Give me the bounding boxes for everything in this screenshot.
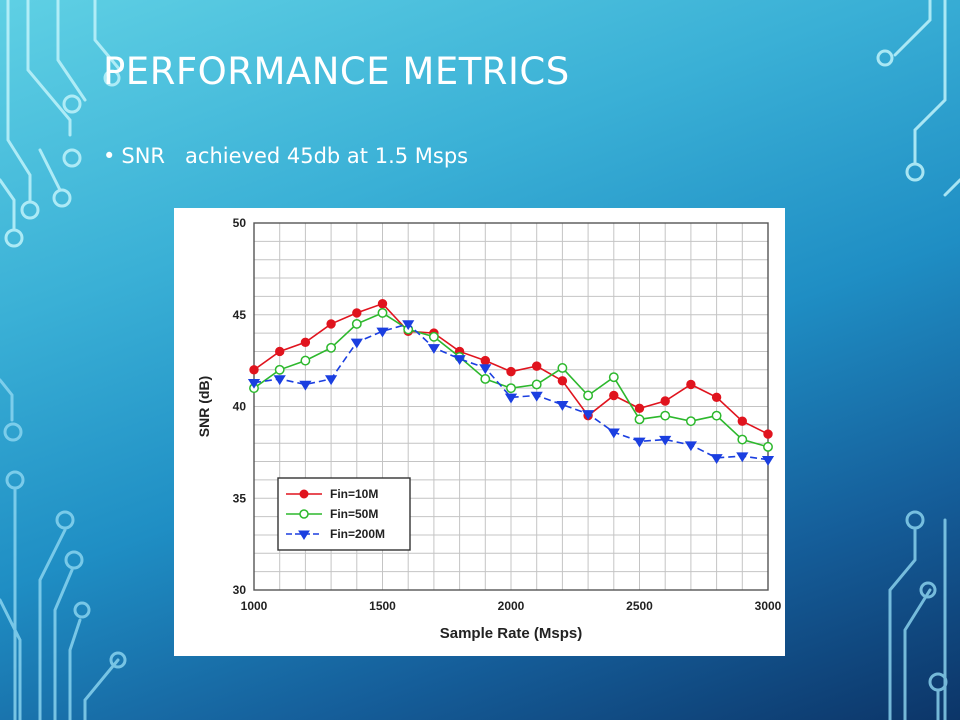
x-tick-label: 1500 bbox=[369, 599, 396, 613]
y-tick-label: 50 bbox=[233, 216, 247, 230]
data-point bbox=[325, 375, 338, 386]
data-point bbox=[249, 365, 259, 375]
x-tick-label: 2000 bbox=[498, 599, 525, 613]
bullet-text: SNR achieved 45db at 1.5 Msps bbox=[121, 144, 469, 168]
data-point bbox=[530, 391, 543, 402]
data-point bbox=[274, 364, 285, 375]
plot-frame bbox=[253, 222, 769, 591]
snr-chart-panel: 1000 1500 2000 2500 3000 30 35 40 45 50 Sample Rat… bbox=[174, 208, 785, 656]
y-axis-label: SNR (dB) bbox=[196, 376, 212, 437]
data-point bbox=[736, 452, 749, 463]
data-point bbox=[737, 416, 747, 426]
series-1 bbox=[249, 307, 773, 452]
data-point bbox=[761, 456, 775, 466]
legend-label: Fin=10M bbox=[330, 487, 378, 501]
data-point bbox=[275, 346, 285, 357]
x-axis-label: Sample Rate (Msps) bbox=[440, 625, 583, 642]
legend-marker bbox=[298, 530, 310, 540]
data-point bbox=[273, 375, 286, 386]
data-point bbox=[608, 372, 619, 383]
data-point bbox=[557, 363, 568, 373]
legend: Fin=10M Fin=50M Fin=200M bbox=[277, 477, 411, 551]
data-point bbox=[350, 338, 363, 349]
data-point bbox=[299, 380, 312, 391]
series-0 bbox=[249, 299, 773, 439]
data-point bbox=[506, 383, 516, 394]
data-point bbox=[607, 428, 620, 439]
y-tick-label: 40 bbox=[233, 400, 247, 414]
slide-title: PERFORMANCE METRICS bbox=[103, 50, 570, 93]
data-point bbox=[377, 307, 388, 318]
data-point bbox=[479, 364, 492, 375]
legend-marker bbox=[299, 489, 309, 499]
snr-chart: 1000 1500 2000 2500 3000 30 35 40 45 50 Sample Rat… bbox=[196, 216, 782, 642]
data-point bbox=[557, 376, 568, 386]
data-point bbox=[710, 454, 723, 465]
data-point bbox=[686, 379, 696, 390]
data-point bbox=[377, 299, 388, 309]
data-point bbox=[737, 434, 748, 445]
y-tick-label: 30 bbox=[233, 583, 247, 597]
data-point bbox=[685, 416, 696, 427]
data-point bbox=[609, 390, 619, 401]
y-tick-label: 35 bbox=[233, 491, 247, 505]
data-point bbox=[711, 410, 722, 421]
data-point bbox=[326, 319, 336, 329]
data-point bbox=[763, 429, 773, 439]
data-point bbox=[504, 393, 518, 404]
data-point bbox=[376, 327, 389, 338]
data-point bbox=[427, 344, 440, 354]
data-point bbox=[300, 337, 311, 347]
data-point bbox=[531, 379, 542, 390]
bullet-dot: • bbox=[103, 144, 116, 168]
data-point bbox=[300, 355, 311, 366]
series-2 bbox=[247, 320, 775, 466]
data-point bbox=[506, 366, 516, 377]
data-point bbox=[352, 308, 362, 318]
data-point bbox=[583, 390, 594, 401]
bullet-item: • SNR achieved 45db at 1.5 Msps bbox=[103, 144, 468, 168]
x-tick-label: 2500 bbox=[626, 599, 653, 613]
data-point bbox=[684, 441, 697, 452]
data-point bbox=[326, 342, 337, 353]
data-point bbox=[582, 410, 595, 420]
x-tick-label: 1000 bbox=[241, 599, 268, 613]
y-tick-label: 45 bbox=[233, 308, 247, 322]
legend-marker bbox=[299, 509, 309, 519]
data-point bbox=[480, 355, 490, 366]
data-point bbox=[247, 378, 261, 389]
data-point bbox=[660, 396, 670, 406]
data-point bbox=[532, 361, 542, 371]
legend-label: Fin=50M bbox=[330, 507, 378, 521]
data-point bbox=[556, 400, 569, 411]
series-line bbox=[253, 323, 769, 461]
data-point bbox=[480, 374, 491, 384]
data-point bbox=[633, 437, 646, 448]
data-point bbox=[660, 410, 671, 421]
data-point bbox=[402, 320, 415, 331]
data-point bbox=[634, 403, 645, 414]
data-point bbox=[351, 318, 362, 329]
legend-label: Fin=200M bbox=[330, 527, 385, 541]
data-point bbox=[763, 441, 773, 452]
data-point bbox=[634, 414, 645, 425]
data-point bbox=[659, 435, 672, 446]
data-point bbox=[453, 355, 466, 365]
data-point bbox=[428, 331, 439, 342]
data-point bbox=[711, 392, 722, 403]
x-tick-label: 3000 bbox=[755, 599, 782, 613]
